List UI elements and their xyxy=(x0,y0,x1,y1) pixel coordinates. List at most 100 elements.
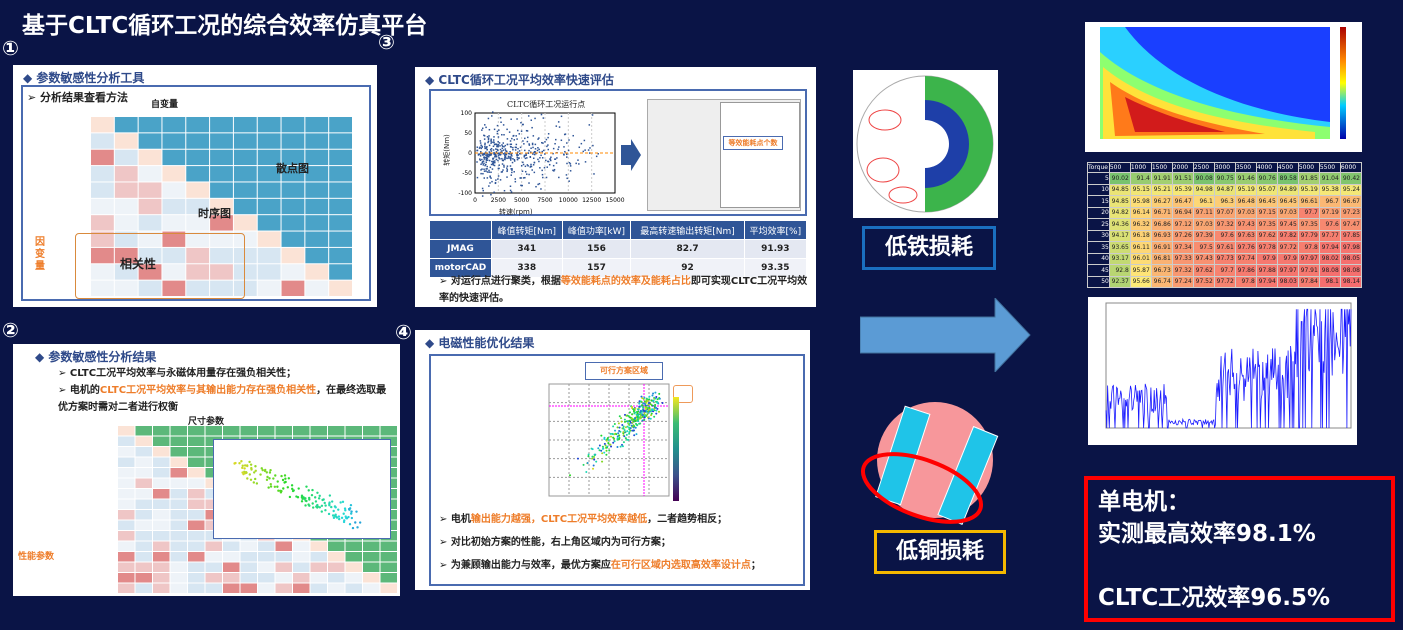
operating-point xyxy=(487,155,490,158)
matrix-cell xyxy=(328,426,345,436)
heatmap-cell: 97.94 xyxy=(1318,241,1341,254)
operating-point xyxy=(505,150,507,152)
operating-point xyxy=(480,150,482,153)
heatmap-cell: 97.6 xyxy=(1213,229,1236,242)
matrix-cell xyxy=(281,247,305,264)
heatmap-cell: 97.23 xyxy=(1339,206,1363,219)
design-point xyxy=(654,391,657,394)
matrix-cell xyxy=(170,457,187,467)
operating-point xyxy=(491,180,493,183)
scatter-point xyxy=(339,501,342,504)
operating-point xyxy=(497,140,499,143)
panel-heading: ◆ 电磁性能优化结果 xyxy=(425,336,535,350)
operating-point xyxy=(547,148,550,151)
result-line: CLTC工况效率96.5% xyxy=(1098,585,1331,611)
design-point xyxy=(639,410,642,413)
design-point xyxy=(647,417,650,420)
heatmap-cell: 94.36 xyxy=(1108,218,1131,231)
matrix-cell xyxy=(91,182,114,198)
design-point xyxy=(627,438,630,441)
matrix-cell xyxy=(114,280,138,296)
operating-point xyxy=(558,146,560,148)
design-point xyxy=(608,449,611,452)
matrix-cell xyxy=(162,117,186,133)
low-iron-loss-label: 低铁损耗 xyxy=(862,226,996,270)
scatter-point xyxy=(290,484,294,487)
operating-point xyxy=(533,161,536,164)
design-point xyxy=(591,448,594,451)
heatmap-cell: 97.73 xyxy=(1213,252,1236,265)
operating-point xyxy=(480,172,482,175)
operating-point xyxy=(513,171,515,173)
matrix-cell xyxy=(258,426,275,436)
operating-point xyxy=(522,177,525,179)
matrix-cell xyxy=(233,198,257,215)
matrix-cell xyxy=(275,426,292,436)
operating-point xyxy=(479,155,482,157)
operating-point xyxy=(487,117,490,120)
operating-point xyxy=(560,115,563,118)
operating-point xyxy=(597,153,599,155)
correlation-matrix xyxy=(91,117,352,296)
scatter-point xyxy=(324,508,327,512)
design-point xyxy=(648,409,651,412)
heatmap-cell: 94.98 xyxy=(1192,183,1215,196)
matrix-cell xyxy=(153,573,170,583)
operating-point xyxy=(484,147,486,150)
matrix-cell xyxy=(135,478,152,488)
heatmap-cell: 97.62 xyxy=(1255,229,1278,242)
scatter-point xyxy=(331,514,335,517)
operating-point xyxy=(489,166,492,169)
matrix-cell xyxy=(118,510,135,520)
operating-point xyxy=(498,142,501,144)
design-point xyxy=(606,437,609,440)
operating-point xyxy=(483,138,486,140)
matrix-cell xyxy=(91,247,114,264)
matrix-cell xyxy=(328,541,345,551)
scatter-point xyxy=(264,468,267,472)
operating-point xyxy=(578,163,580,165)
operating-point xyxy=(519,152,521,155)
scatter-point xyxy=(344,515,347,518)
design-point xyxy=(639,416,642,419)
matrix-cell xyxy=(281,264,305,280)
operating-point xyxy=(494,153,496,155)
matrix-cell xyxy=(281,280,305,296)
matrix-cell xyxy=(170,499,187,509)
design-point xyxy=(653,415,656,418)
operating-point xyxy=(490,177,492,179)
operating-point xyxy=(575,162,577,165)
result-box: 单电机： 实测最高效率98.1% CLTC工况效率96.5% xyxy=(1084,476,1395,622)
bullet: ➢ 对运行点进行聚类，根据等效能耗点的效率及能耗占比即可实现CLTC工况平均效率… xyxy=(439,276,808,304)
heatmap-cell: 97.8 xyxy=(1234,275,1257,288)
heatmap-cell: 97.8 xyxy=(1297,241,1320,254)
heatmap-cell: 96.86 xyxy=(1150,218,1173,231)
dependent-label: 因变量 xyxy=(35,237,45,272)
matrix-cell xyxy=(188,468,205,478)
design-point xyxy=(622,441,625,444)
operating-point xyxy=(524,157,527,160)
scatter-point xyxy=(276,485,279,488)
heatmap-cell: 97.43 xyxy=(1234,218,1257,231)
design-point xyxy=(630,424,633,427)
operating-point xyxy=(530,163,532,166)
design-point xyxy=(597,447,600,450)
scatter-point xyxy=(348,523,352,526)
operating-point xyxy=(541,173,544,176)
design-point xyxy=(634,422,637,425)
heatmap-cell: 97.03 xyxy=(1192,218,1215,231)
matrix-cell xyxy=(188,531,205,541)
operating-point xyxy=(514,180,517,183)
heatmap-corner: Torque xyxy=(1087,162,1110,173)
heatmap-col-header: 5500 xyxy=(1318,162,1341,173)
bullet: ➢ 为兼顾输出能力与效率，最优方案应在可行区域内选取高效率设计点； xyxy=(439,560,761,571)
heatmap-col-header: 500 xyxy=(1108,162,1131,173)
matrix-cell xyxy=(138,198,162,215)
design-point xyxy=(600,449,603,452)
design-point xyxy=(641,413,644,416)
matrix-cell xyxy=(188,457,205,467)
bullet: ➢ 电机输出能力越强，CLTC工况平均效率越低，二者趋势相反； xyxy=(439,514,728,525)
matrix-cell xyxy=(188,520,205,530)
matrix-cell xyxy=(118,468,135,478)
callout: 等效能耗点个数 xyxy=(723,136,783,150)
